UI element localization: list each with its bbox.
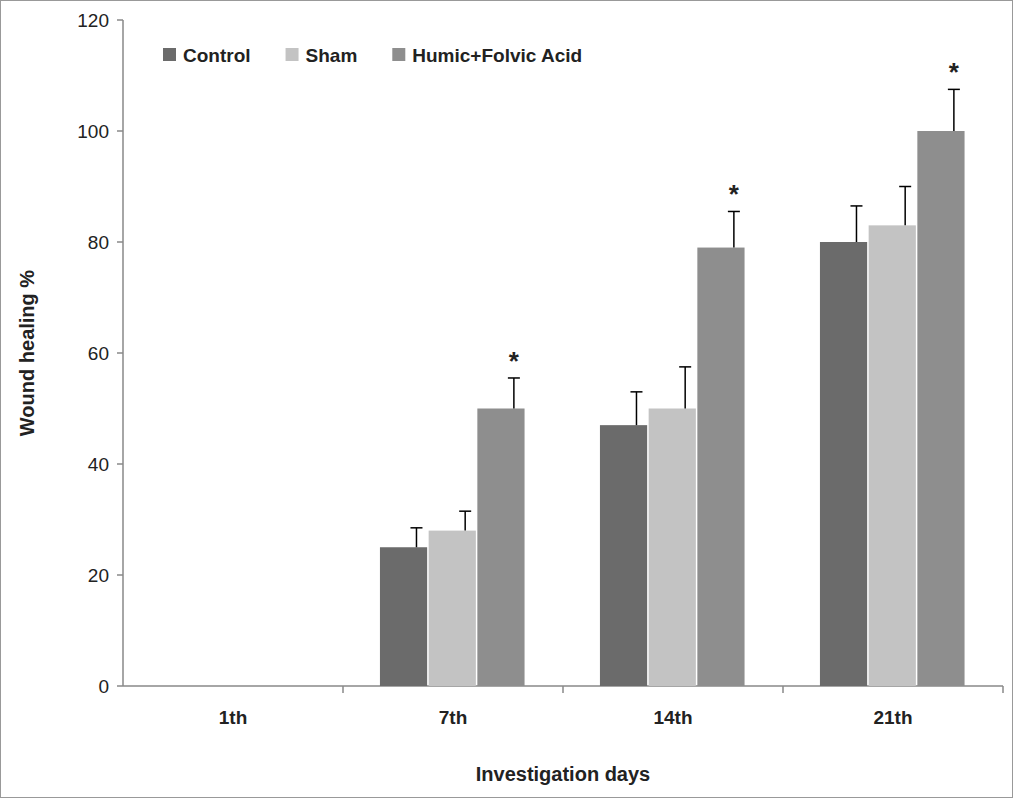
bar [697,248,744,686]
bar [869,225,916,686]
y-tick-label: 80 [88,232,109,253]
bars [380,89,965,686]
error-stem [513,378,515,409]
error-bar [508,378,520,409]
error-cap [410,527,422,529]
error-bar [850,206,862,242]
y-tick-label: 20 [88,565,109,586]
x-separator [342,686,344,693]
x-tick-label: 1th [219,707,248,728]
error-stem [904,187,906,226]
chart: 0 20 40 60 80 100 120 1th 7th 14th 21th * * * Wound he… [0,0,1013,798]
y-axis-title: Wound healing % [16,270,38,437]
y-tick-label: 0 [98,676,109,697]
bar [380,547,427,686]
y-tick [117,352,123,354]
y-tick [117,685,123,687]
y-tick-label: 100 [77,121,109,142]
bar [649,409,696,687]
error-cap [850,205,862,207]
y-tick-label: 60 [88,343,109,364]
x-tick-label: 7th [439,707,468,728]
error-bar [410,528,422,547]
error-bar [948,89,960,131]
error-bar [899,187,911,226]
error-stem [856,206,858,242]
bar [257,686,304,687]
legend: Control Sham Humic+Folvic Acid [163,45,582,66]
y-tick [117,130,123,132]
bar [477,409,524,687]
bar [600,425,647,686]
y-tick-label: 40 [88,454,109,475]
x-tick-label: 14th [653,707,692,728]
y-tick [117,19,123,21]
legend-label: Humic+Folvic Acid [412,45,582,66]
error-cap [679,366,691,368]
frame [1,1,1013,798]
significance-marker: * [509,346,520,376]
y-tick [117,463,123,465]
error-stem [684,367,686,409]
legend-swatch [163,48,176,61]
y-tick [117,574,123,576]
error-stem [953,89,955,131]
legend-label: Control [183,45,251,66]
error-cap [728,211,740,213]
error-bar [630,392,642,425]
error-cap [630,391,642,393]
error-cap [508,377,520,379]
x-axis-title: Investigation days [476,763,651,785]
error-stem [464,511,466,530]
error-cap [459,510,471,512]
error-cap [899,186,911,188]
y-tick-label: 120 [77,10,109,31]
x-tick-label: 21th [873,707,912,728]
bar [429,531,476,686]
x-separator [782,686,784,693]
error-stem [733,211,735,247]
error-stem [636,392,638,425]
error-stem [416,528,418,547]
error-bar [459,511,471,530]
y-tick [117,241,123,243]
legend-swatch [392,48,405,61]
x-separator [562,686,564,693]
bar [917,131,964,686]
error-bar [679,367,691,409]
bar [160,686,207,687]
bar [820,242,867,686]
error-bar [728,211,740,247]
significance-marker: * [949,57,960,87]
legend-swatch [286,48,299,61]
legend-label: Sham [306,45,358,66]
bar [209,686,256,687]
error-cap [948,89,960,91]
x-separator [1002,686,1004,693]
significance-marker: * [729,179,740,209]
